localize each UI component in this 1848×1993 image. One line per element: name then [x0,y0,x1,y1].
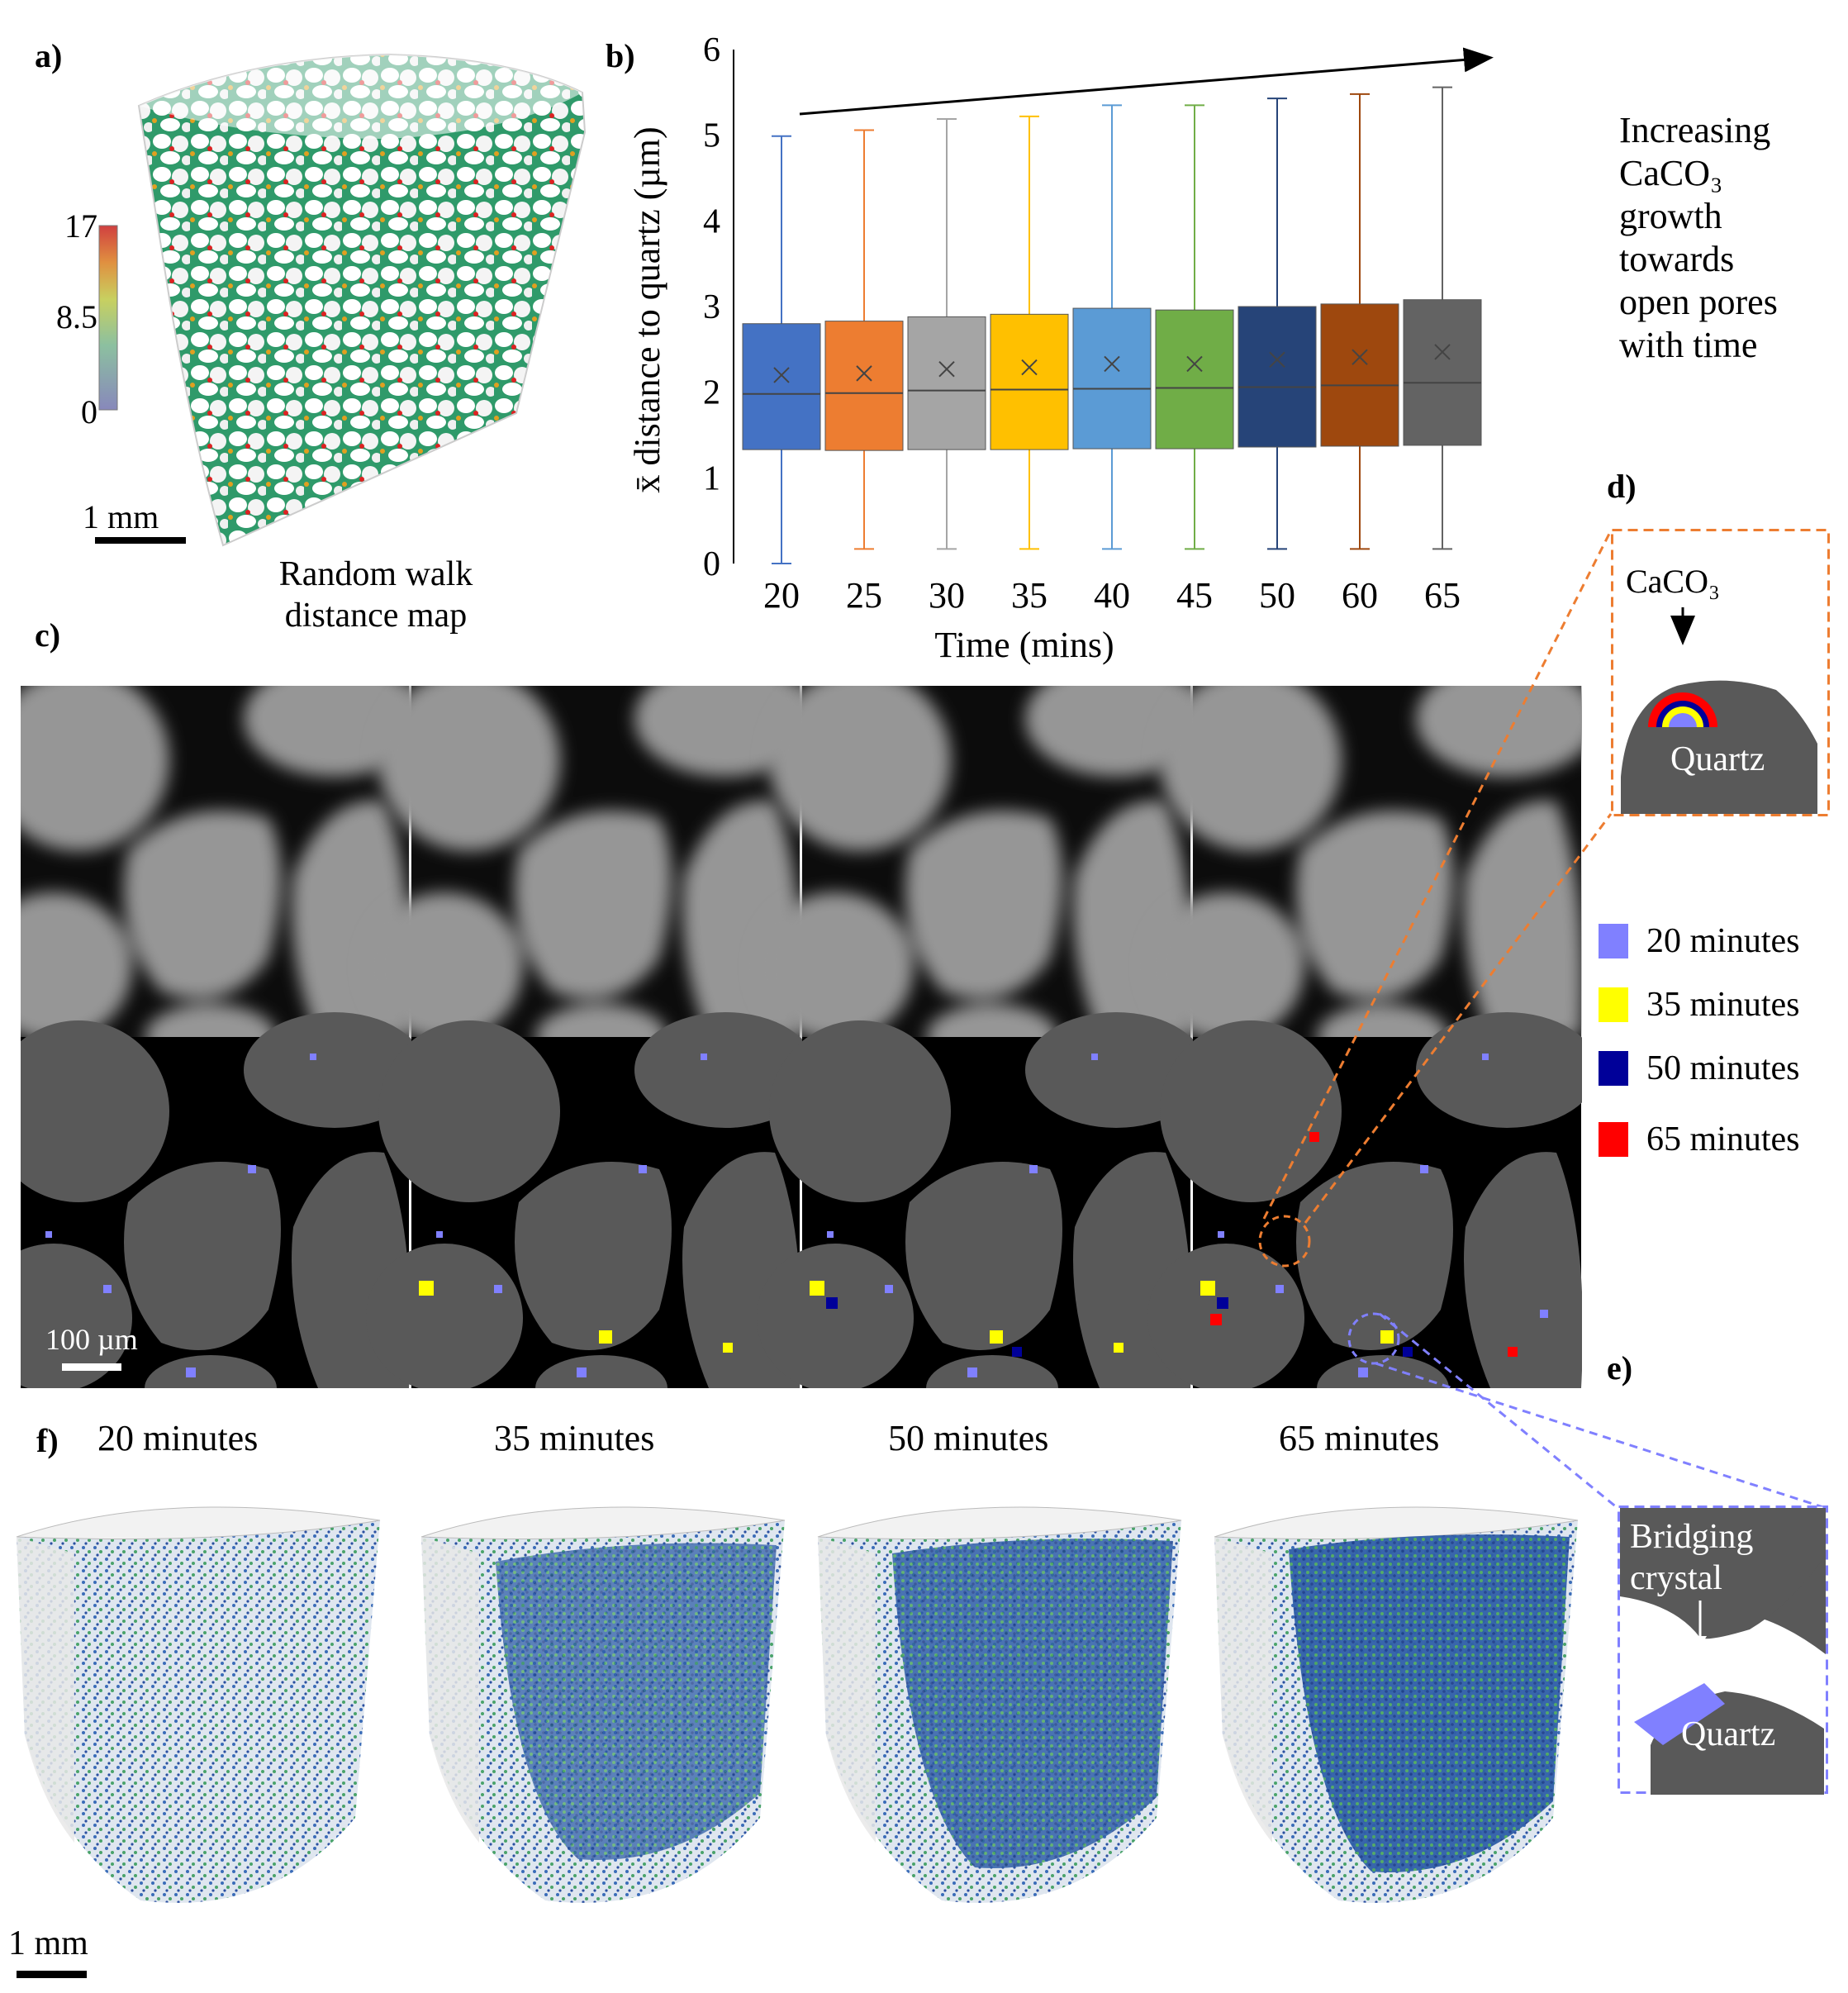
legend-item: 20 minutes [1599,921,1800,961]
colorbar [98,225,118,411]
x-tick-label: 25 [846,575,882,616]
y-tick-label: 5 [703,117,720,155]
panel-a-scale-bar [95,537,186,544]
annotation-line1: Increasing [1619,110,1771,150]
legend-item: 35 minutes [1599,985,1800,1025]
mean-marker [1352,349,1368,365]
panel-f-time-50: 50 minutes [888,1418,1049,1458]
box-35 [990,313,1069,450]
box-20 [742,323,821,450]
y-tick-label: 6 [703,33,720,69]
mean-marker [1186,355,1203,373]
panel-label-f: f) [36,1422,59,1459]
panel-f-time-65: 65 minutes [1279,1418,1440,1458]
box-40 [1072,307,1152,449]
colorbar-tick-max: 17 [64,207,97,245]
box-60 [1320,303,1399,447]
trend-arrow [799,47,1494,116]
mean-marker [856,365,872,382]
panel-c-scale-bar [62,1363,121,1371]
panel-f-volumes [16,1506,1579,1978]
panel-e-quartz-label: Quartz [1681,1715,1776,1753]
x-axis-title: Time (mins) [934,625,1114,665]
legend-swatch [1599,987,1628,1022]
annotation-line5: open pores [1619,282,1778,322]
x-tick-label: 45 [1176,575,1213,616]
highlight-circle-d [1258,1215,1311,1268]
legend-label: 50 minutes [1646,1049,1800,1087]
panel-label-a: a) [35,37,63,74]
panel-d-caco3-label: CaCO₃ [1626,563,1720,600]
panel-d-quartz-label: Quartz [1670,740,1765,778]
panel-c-image-grid [21,686,1582,1388]
mean-marker [1434,344,1451,360]
legend-item: 65 minutes [1599,1120,1800,1159]
panel-label-d: d) [1607,468,1637,505]
panel-f-time-20: 20 minutes [97,1418,259,1458]
colorbar-tick-min: 0 [81,393,97,430]
panel-label-b: b) [606,37,635,74]
panel-c-scale-label: 100 µm [45,1323,138,1356]
mean-marker [938,360,955,378]
x-tick-label: 20 [763,575,800,616]
panel-f-scale-label: 1 mm [8,1924,88,1962]
annotation-line6: with time [1619,325,1758,365]
volume-20min [16,1506,381,1904]
legend-item: 50 minutes [1599,1049,1800,1088]
panel-e-bridging-line1: Bridging [1630,1518,1754,1556]
mean-marker [773,367,790,383]
annotation-line3: growth [1619,196,1722,236]
panel-f-time-35: 35 minutes [494,1418,655,1458]
x-tick-label: 50 [1259,575,1295,616]
box-25 [824,321,904,451]
panel-e-bridging-label: Bridging crystal [1630,1516,1753,1599]
colorbar-tick-mid: 8.5 [56,298,97,335]
mean-marker [1104,355,1120,373]
annotation-line2: CaCO₃ [1619,153,1723,193]
annotation-line4: towards [1619,239,1735,279]
panel-a-caption-line2: distance map [284,597,468,635]
panel-a-caption-line1: Random walk [278,555,473,593]
volume-35min [420,1506,786,1904]
panel-e-diagram [1618,1505,1828,1795]
x-tick-label: 65 [1424,575,1461,616]
x-tick-label: 60 [1342,575,1378,616]
trend-annotation: Increasing CaCO₃ growth towards open por… [1619,109,1778,367]
box-30 [907,316,986,450]
porous-sample-block [137,53,587,547]
panel-e-bridging-line2: crystal [1630,1559,1722,1597]
panel-label-c: c) [35,616,61,654]
legend-label: 20 minutes [1646,922,1800,960]
legend-label: 35 minutes [1646,986,1800,1024]
panel-a-scale-label: 1 mm [83,498,159,535]
legend-swatch [1599,1122,1628,1157]
volume-65min [1214,1506,1579,1904]
y-tick-label: 4 [703,202,720,240]
panel-a-caption: Random walk distance map [240,554,512,636]
panel-f-scale-bar [17,1971,87,1978]
panel-d-diagram [1611,529,1830,816]
mean-marker [1269,351,1285,368]
volume-50min [817,1506,1182,1904]
x-tick-label: 35 [1011,575,1048,616]
y-tick-label: 0 [703,545,720,583]
x-tick-label: 30 [929,575,965,616]
highlight-circle-e [1347,1312,1400,1365]
panel-a-figure [95,53,587,547]
y-axis-title: x̄ distance to quartz (µm) [627,126,667,492]
y-tick-label: 1 [703,459,720,497]
y-tick-label: 3 [703,288,720,326]
legend-swatch [1599,924,1628,958]
box-65 [1403,299,1482,446]
y-tick-label: 2 [703,374,720,412]
box-50 [1238,306,1317,448]
panel-label-e: e) [1607,1349,1633,1387]
legend-swatch [1599,1051,1628,1086]
box-45 [1155,309,1234,449]
legend-label: 65 minutes [1646,1120,1800,1158]
x-tick-label: 40 [1094,575,1130,616]
mean-marker [1021,359,1038,376]
